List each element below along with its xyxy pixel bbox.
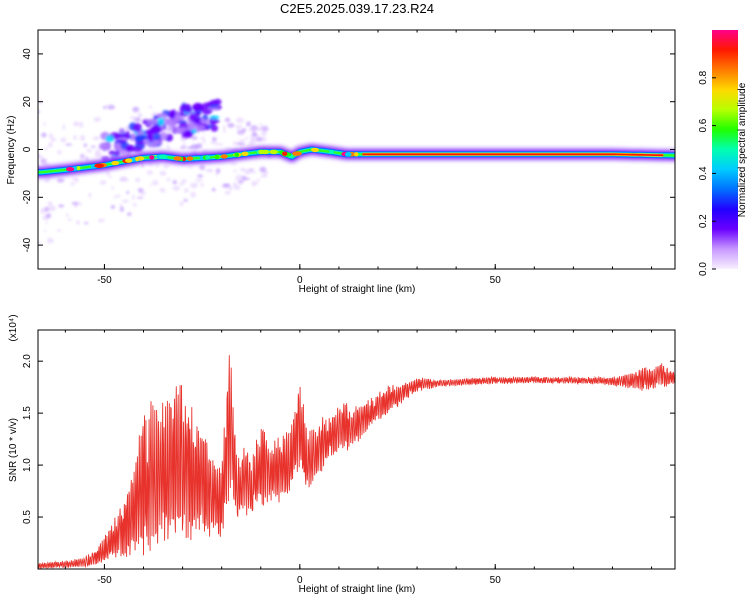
spectrogram-hotspot xyxy=(76,166,81,171)
spectrogram-hotspot xyxy=(282,151,288,156)
spectrogram-hotspot xyxy=(135,156,140,162)
snr-panel: -50 0 50 0.5 1.0 1.5 2.0 Height of straight li… xyxy=(8,314,676,595)
spectrogram-ylabel: Frequency (Hz) xyxy=(6,116,17,185)
spectrogram-panel: -50 0 50 -40 -20 0 20 40 Height of straight lin… xyxy=(6,29,676,295)
y-tick-label: -20 xyxy=(22,190,33,205)
spectrogram-hotspot xyxy=(158,154,168,159)
colorbar-tick-label: 0.0 xyxy=(698,262,709,276)
snr-xlabel: Height of straight line (km) xyxy=(299,584,416,595)
spectrogram-hotspot xyxy=(354,152,359,157)
x-tick-label: -50 xyxy=(97,275,112,286)
colorbar-label: Normalized spectral amplitude xyxy=(737,82,748,217)
y-tick-label: 20 xyxy=(22,96,33,108)
colorbar-tick-label: 0.8 xyxy=(698,70,709,84)
spectrogram-hotspot xyxy=(125,158,133,163)
x-tick-label: 50 xyxy=(490,575,502,586)
spectrogram-hotspot xyxy=(173,156,182,161)
colorbar-tick-label: 0.6 xyxy=(698,118,709,132)
y-tick-label: 1.0 xyxy=(22,458,33,472)
spectrogram-hotspot xyxy=(241,151,249,156)
spectrogram-hotspot xyxy=(214,154,220,160)
spectrogram-hotspot xyxy=(258,149,265,155)
spectrogram-hotspot xyxy=(311,147,319,153)
spectrogram-xlabel: Height of straight line (km) xyxy=(299,284,416,295)
spectrogram-hotspot xyxy=(329,149,334,155)
y-tick-label: 2.0 xyxy=(22,354,33,368)
snr-series-line xyxy=(38,355,675,569)
y-tick-label: 0.5 xyxy=(22,510,33,524)
spectrogram-hotspot xyxy=(270,149,278,155)
spectrogram-hotspot xyxy=(66,167,75,172)
spectrogram-hotspot xyxy=(186,156,194,161)
x-tick-label: 0 xyxy=(297,275,303,286)
y-tick-label: 0 xyxy=(22,146,33,152)
spectrogram-hotspot xyxy=(111,160,120,166)
spectrogram-noise xyxy=(38,99,273,244)
colorbar-ticks: 0.0 0.2 0.4 0.6 0.8 xyxy=(698,70,716,276)
spectrogram-ticks: -50 0 50 -40 -20 0 20 40 xyxy=(22,30,675,286)
x-tick-label: 0 xyxy=(297,575,303,586)
x-tick-label: 50 xyxy=(490,275,502,286)
spectrogram-hotspot xyxy=(234,152,240,157)
spectrogram-hotspot xyxy=(205,155,211,160)
snr-ylabel: SNR (10 * v/v) xyxy=(8,418,19,482)
figure-title: C2E5.2025.039.17.23.R24 xyxy=(280,1,434,16)
y-tick-label: -40 xyxy=(22,237,33,252)
spectrogram-hotspot xyxy=(149,155,155,160)
spectrogram-hotspot xyxy=(220,154,228,159)
spectrogram-hotspot xyxy=(344,152,352,157)
colorbar-tick-label: 0.2 xyxy=(698,214,709,228)
y-tick-label: 1.5 xyxy=(22,406,33,420)
snr-y-multiplier: (x10⁴) xyxy=(8,314,19,341)
colorbar-strip xyxy=(712,30,738,269)
y-tick-label: 40 xyxy=(22,48,33,60)
spectrogram-hotspots xyxy=(66,147,359,172)
snr-frame xyxy=(37,329,676,570)
spectrogram-heatmap xyxy=(38,98,675,244)
spectrogram-hotspot xyxy=(94,163,104,168)
snr-ticks: -50 0 50 0.5 1.0 1.5 2.0 xyxy=(22,330,675,586)
spectrogram-core-red xyxy=(362,153,664,157)
colorbar-tick-label: 0.4 xyxy=(698,166,709,180)
spectrogram-upper-branch xyxy=(98,98,222,165)
x-tick-label: -50 xyxy=(97,575,112,586)
spectrogram-hotspot xyxy=(292,151,302,156)
colorbar: 0.0 0.2 0.4 0.6 0.8 Normalized spectral ampl… xyxy=(698,30,748,276)
